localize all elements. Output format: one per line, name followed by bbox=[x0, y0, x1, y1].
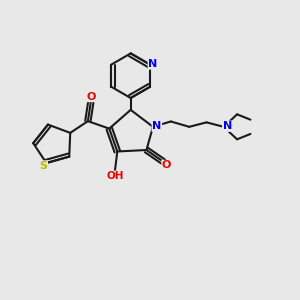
Text: N: N bbox=[223, 121, 232, 131]
Text: OH: OH bbox=[106, 171, 124, 181]
Text: S: S bbox=[39, 161, 47, 171]
Text: N: N bbox=[152, 121, 161, 131]
Text: N: N bbox=[148, 59, 158, 69]
Text: O: O bbox=[162, 160, 171, 170]
Text: O: O bbox=[87, 92, 96, 101]
